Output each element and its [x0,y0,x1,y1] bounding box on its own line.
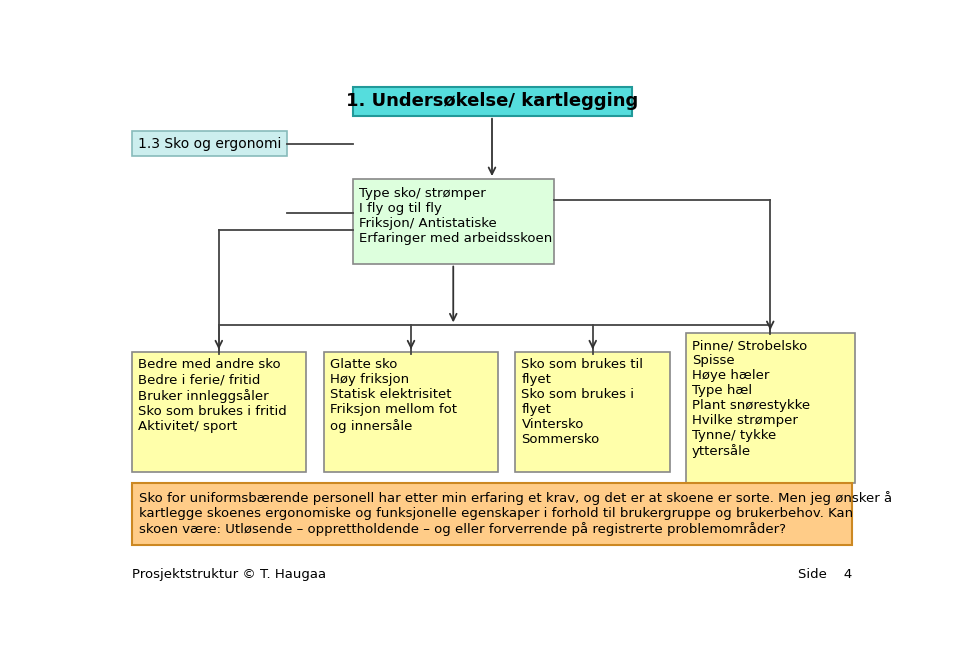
Text: Bedre med andre sko
Bedre i ferie/ fritid
Bruker innleggsåler
Sko som brukes i f: Bedre med andre sko Bedre i ferie/ friti… [138,358,287,432]
Text: 1. Undersøkelse/ kartlegging: 1. Undersøkelse/ kartlegging [346,92,638,110]
Text: Prosjektstruktur © T. Haugaa: Prosjektstruktur © T. Haugaa [132,568,325,581]
Text: Type sko/ strømper
I fly og til fly
Friksjon/ Antistatiske
Erfaringer med arbeid: Type sko/ strømper I fly og til fly Frik… [359,187,552,244]
Bar [132,131,287,156]
Bar [352,87,632,116]
Bar [132,352,306,472]
Bar [516,352,670,472]
Bar [324,352,498,472]
Bar [352,179,554,263]
Bar [132,483,852,545]
Text: Sko for uniformsbærende personell har etter min erfaring et krav, og det er at s: Sko for uniformsbærende personell har et… [139,491,893,536]
Bar [685,333,854,483]
Text: 1.3 Sko og ergonomi: 1.3 Sko og ergonomi [138,137,281,150]
Text: Pinne/ Strobelsko
Spisse
Høye hæler
Type hæl
Plant snørestykke
Hvilke strømper
T: Pinne/ Strobelsko Spisse Høye hæler Type… [692,339,810,459]
Text: Sko som brukes til
flyet
Sko som brukes i
flyet
Vintersko
Sommersko: Sko som brukes til flyet Sko som brukes … [521,358,643,446]
Text: Glatte sko
Høy friksjon
Statisk elektrisitet
Friksjon mellom fot
og innersåle: Glatte sko Høy friksjon Statisk elektris… [330,358,457,432]
Text: Side    4: Side 4 [798,568,852,581]
